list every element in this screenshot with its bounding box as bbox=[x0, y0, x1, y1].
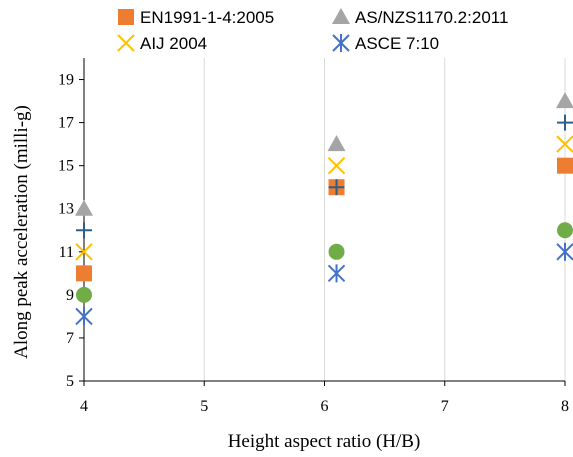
data-marks bbox=[75, 92, 573, 326]
legend: EN1991-1-4:2005 AS/NZS1170.2:2011 AIJ 2004… bbox=[117, 8, 508, 53]
data-point-s1-p2 bbox=[556, 92, 573, 109]
data-point-s0-p2 bbox=[557, 157, 573, 174]
y-tick-label: 11 bbox=[59, 244, 74, 261]
legend-label: AS/NZS1170.2:2011 bbox=[355, 8, 508, 27]
data-point-s4-p0 bbox=[76, 222, 92, 239]
y-tick-label: 7 bbox=[66, 330, 74, 347]
data-point-s5-p1 bbox=[328, 243, 345, 260]
legend-marker bbox=[332, 8, 350, 24]
data-point-s3-p1 bbox=[327, 264, 346, 283]
y-tick-label: 13 bbox=[58, 201, 74, 218]
y-tick-label: 19 bbox=[58, 72, 74, 89]
legend-label: ASCE 7:10 bbox=[355, 34, 439, 53]
legend-marker bbox=[118, 9, 134, 25]
legend-marker bbox=[117, 34, 135, 52]
data-point-s3-p0 bbox=[75, 307, 93, 326]
y-tick-label: 15 bbox=[58, 158, 74, 175]
legend-label: EN1991-1-4:2005 bbox=[140, 8, 274, 27]
y-tick-label: 5 bbox=[66, 373, 74, 390]
data-point-s5-p2 bbox=[557, 222, 573, 239]
legend-item: ASCE 7:10 bbox=[332, 34, 439, 53]
legend-label: AIJ 2004 bbox=[140, 34, 207, 53]
x-tick-label: 6 bbox=[321, 398, 329, 415]
legend-marker bbox=[332, 34, 350, 52]
x-axis-title: Height aspect ratio (H/B) bbox=[228, 431, 421, 452]
axes bbox=[79, 58, 566, 386]
legend-item: EN1991-1-4:2005 bbox=[118, 8, 274, 27]
x-tick-label: 8 bbox=[561, 398, 569, 415]
legend-item: AIJ 2004 bbox=[117, 34, 207, 53]
data-point-s2-p2 bbox=[556, 135, 573, 153]
data-point-s0-p0 bbox=[76, 265, 92, 282]
data-point-s4-p2 bbox=[557, 114, 573, 131]
y-tick-label: 9 bbox=[66, 287, 74, 304]
x-tick-label: 4 bbox=[80, 398, 88, 415]
x-tick-label: 7 bbox=[441, 398, 449, 415]
data-point-s2-p0 bbox=[75, 243, 93, 261]
data-point-s4-p1 bbox=[328, 179, 345, 196]
y-axis-title: Along peak acceleration (milli-g) bbox=[11, 105, 32, 359]
y-tick-label: 17 bbox=[58, 115, 74, 132]
data-point-s1-p0 bbox=[75, 199, 93, 216]
legend-item: AS/NZS1170.2:2011 bbox=[332, 8, 508, 27]
data-point-s2-p1 bbox=[327, 156, 346, 175]
data-point-s3-p2 bbox=[556, 242, 573, 261]
grid bbox=[203, 58, 566, 381]
x-tick-label: 5 bbox=[200, 398, 208, 415]
data-point-s1-p1 bbox=[327, 135, 346, 152]
data-point-s5-p0 bbox=[76, 286, 92, 303]
